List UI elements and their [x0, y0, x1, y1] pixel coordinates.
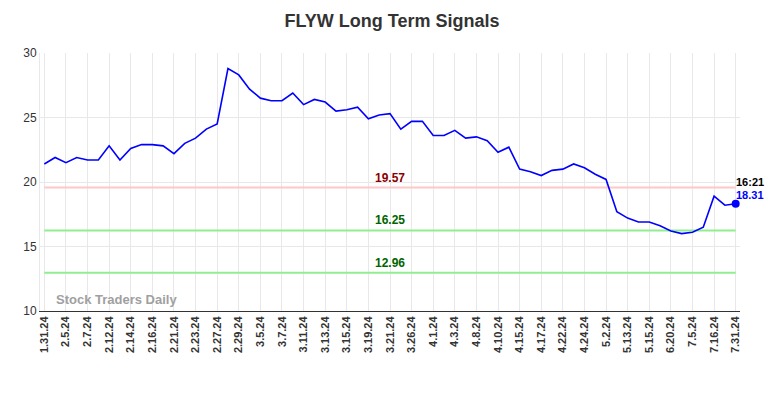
- svg-text:2.12.24: 2.12.24: [103, 316, 115, 354]
- svg-text:6.20.24: 6.20.24: [664, 316, 676, 354]
- svg-text:7.31.24: 7.31.24: [729, 316, 741, 354]
- svg-text:4.8.24: 4.8.24: [470, 316, 482, 347]
- svg-text:2.7.24: 2.7.24: [81, 316, 93, 347]
- svg-text:10: 10: [23, 304, 37, 318]
- svg-text:2.23.24: 2.23.24: [189, 316, 201, 354]
- svg-text:3.15.24: 3.15.24: [340, 316, 352, 354]
- svg-text:19.57: 19.57: [375, 171, 405, 185]
- svg-text:12.96: 12.96: [375, 256, 405, 270]
- svg-text:4.22.24: 4.22.24: [556, 316, 568, 354]
- svg-text:4.24.24: 4.24.24: [578, 316, 590, 354]
- svg-text:2.14.24: 2.14.24: [124, 316, 136, 354]
- svg-text:3.11.24: 3.11.24: [297, 316, 309, 353]
- svg-text:30: 30: [23, 46, 37, 60]
- svg-text:7.5.24: 7.5.24: [686, 316, 698, 347]
- svg-text:FLYW Long Term Signals: FLYW Long Term Signals: [284, 11, 499, 31]
- svg-text:18.31: 18.31: [736, 189, 764, 201]
- svg-text:2.16.24: 2.16.24: [146, 316, 158, 354]
- svg-text:16:21: 16:21: [736, 176, 764, 188]
- svg-text:4.10.24: 4.10.24: [492, 316, 504, 354]
- svg-text:3.19.24: 3.19.24: [362, 316, 374, 354]
- svg-text:1.31.24: 1.31.24: [38, 316, 50, 354]
- svg-text:4.3.24: 4.3.24: [448, 316, 460, 347]
- svg-text:2.5.24: 2.5.24: [60, 316, 72, 347]
- svg-text:2.21.24: 2.21.24: [168, 316, 180, 354]
- svg-text:5.2.24: 5.2.24: [600, 316, 612, 347]
- svg-text:3.26.24: 3.26.24: [405, 316, 417, 354]
- svg-text:3.21.24: 3.21.24: [384, 316, 396, 354]
- svg-text:3.13.24: 3.13.24: [319, 316, 331, 354]
- svg-text:16.25: 16.25: [375, 213, 405, 227]
- svg-text:15: 15: [23, 240, 37, 254]
- svg-text:3.5.24: 3.5.24: [254, 316, 266, 347]
- svg-text:2.27.24: 2.27.24: [211, 316, 223, 354]
- svg-text:4.17.24: 4.17.24: [535, 316, 547, 354]
- svg-text:2.29.24: 2.29.24: [232, 316, 244, 354]
- svg-text:5.15.24: 5.15.24: [643, 316, 655, 354]
- svg-text:4.1.24: 4.1.24: [427, 316, 439, 347]
- svg-text:Stock Traders Daily: Stock Traders Daily: [56, 292, 177, 307]
- svg-text:5.13.24: 5.13.24: [621, 316, 633, 354]
- svg-text:4.15.24: 4.15.24: [513, 316, 525, 354]
- svg-text:3.7.24: 3.7.24: [276, 316, 288, 347]
- svg-text:25: 25: [23, 111, 37, 125]
- svg-text:20: 20: [23, 175, 37, 189]
- svg-text:7.16.24: 7.16.24: [708, 316, 720, 354]
